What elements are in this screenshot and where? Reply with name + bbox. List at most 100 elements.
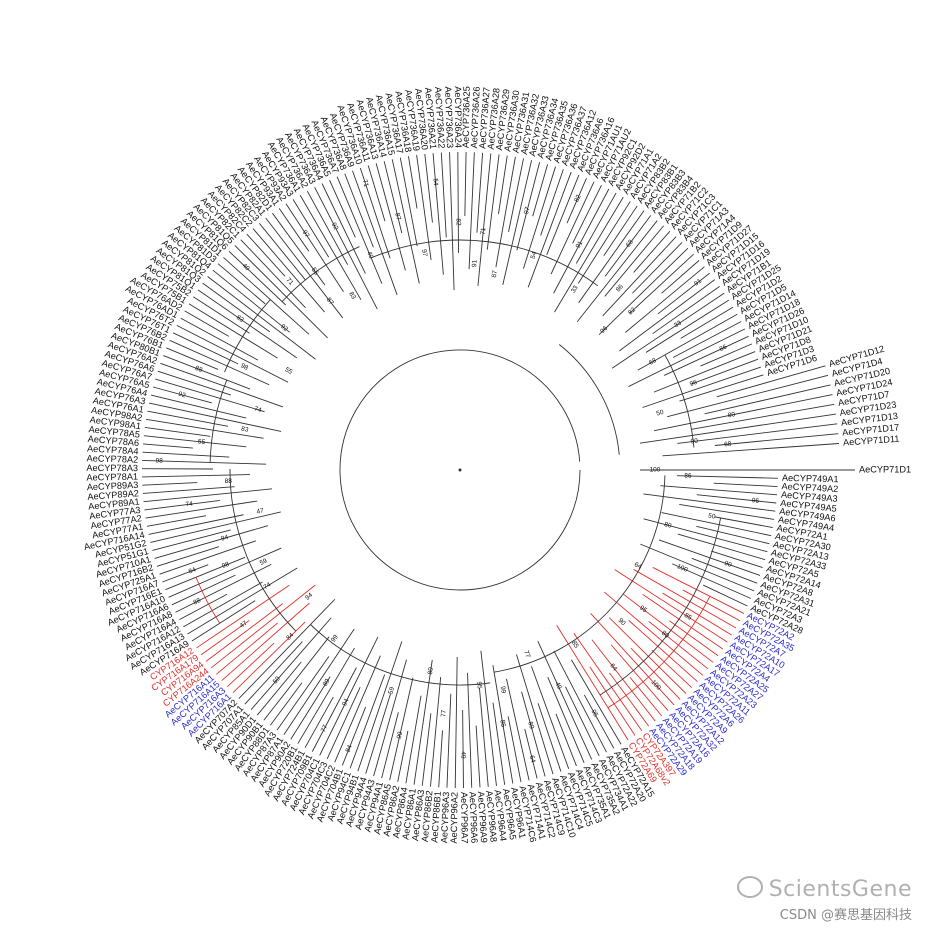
branch-aecyp75b1: [188, 303, 278, 359]
branch-aecyp71d25: [645, 299, 730, 353]
branch-aecyp86b1: [438, 730, 443, 788]
bootstrap-value: 82: [627, 306, 637, 316]
branch-aecyp71d24: [653, 394, 833, 432]
branch-aecyp714c5: [531, 666, 570, 769]
clade-arc: [664, 354, 695, 448]
branch-aecyp96a1: [492, 665, 514, 784]
bootstrap-value: 90: [690, 438, 698, 446]
bootstrap-value: 74: [185, 501, 193, 509]
branch-aecyp90b1: [263, 636, 330, 721]
bootstrap-value: 88: [224, 478, 232, 485]
branch-aecyp89a2: [142, 486, 235, 494]
branch-aecyp86a4: [405, 695, 422, 784]
clade-arc: [558, 344, 620, 455]
branch-aecyp72a5: [677, 533, 766, 561]
branch-aecyp736a17: [399, 157, 418, 247]
branch-aecyp736a10: [359, 167, 391, 259]
branch-aecyp71d5: [637, 313, 738, 371]
clade-arc: [339, 349, 581, 591]
branch-aecyp78a1: [142, 474, 251, 478]
bootstrap-value: 54: [530, 250, 539, 259]
bootstrap-value: 91: [471, 259, 479, 267]
branch-aecyp96a8: [479, 688, 489, 787]
bootstrap-value: 92: [279, 323, 289, 333]
branch-aecyp72a28: [702, 584, 748, 607]
bootstrap-value: 77: [440, 709, 447, 717]
branch-aecyp51g2: [150, 511, 281, 543]
bootstrap-value: 84: [188, 566, 198, 575]
branch-aecyp85a1: [250, 617, 332, 711]
bootstrap-value: 95: [638, 604, 648, 614]
branch-aecyp716a15: [221, 602, 310, 681]
branch-aecyp704c2: [334, 655, 381, 763]
branch-aecyp736a15: [391, 159, 420, 284]
branch-aecyp72a10: [662, 592, 733, 636]
branch-aecyp736a3: [314, 186, 378, 310]
branch-aecyp72a22: [553, 650, 607, 753]
watermark-subtitle: CSDN @赛思基因科技: [779, 908, 912, 923]
bootstrap-value: 40: [241, 262, 251, 272]
branch-aecyp716a8: [175, 564, 272, 613]
branch-aecyp714c2: [524, 728, 538, 779]
branch-aecyp71d4: [667, 374, 829, 418]
branch-aecyp71c1: [632, 242, 683, 294]
branch-aecyp716a14: [148, 514, 244, 535]
branch-aecyp716a9: [191, 600, 256, 642]
branch-aecyp72a17: [614, 569, 728, 643]
bootstrap-value: 47: [239, 620, 249, 630]
bootstrap-value: 97: [301, 229, 311, 239]
branch-aecyp736a31: [495, 156, 516, 268]
bootstrap-value: 49: [459, 751, 466, 759]
bootstrap-value: 96: [751, 497, 759, 505]
branch-aecyp83b3: [604, 215, 652, 277]
leaf-label: AeCYP749A2: [781, 481, 838, 494]
branch-aecyp72a12: [630, 647, 681, 700]
bootstrap-value: 82: [573, 193, 582, 203]
clade-arc: [607, 596, 711, 709]
branch-aecyp96a3: [446, 693, 452, 788]
branch-aecyp714a1: [506, 678, 530, 781]
branch-aecyp704b1: [341, 706, 367, 766]
branch-aecyp724b1: [304, 696, 334, 748]
bootstrap-value: 90: [723, 560, 733, 569]
leaf-label: AeCYP736A22: [433, 87, 447, 149]
bootstrap-value: 33: [570, 284, 580, 294]
branch-aecyp71d14: [672, 321, 742, 358]
leaf-label: AeCYP71D11: [843, 434, 900, 448]
branch-aecyp81d1: [223, 257, 310, 335]
bootstrap-value: 96: [689, 379, 699, 388]
branch-aecyp736a21: [432, 153, 444, 275]
branch-aecyp736a5: [329, 179, 356, 238]
bootstrap-value: 85: [570, 640, 580, 650]
branch-aecyp82c3: [259, 223, 306, 281]
branch-aecyp94a1: [381, 712, 399, 779]
bootstrap-value: 55: [284, 366, 294, 376]
branch-aecyp716a12: [183, 581, 263, 628]
branch-aecyp71d23: [639, 413, 836, 444]
branch-aecyp725a1: [159, 540, 257, 575]
bootstrap-value: 74: [253, 405, 262, 414]
bootstrap-value: 100: [676, 563, 689, 574]
bootstrap-values: 100 99 98 97 96 95 94 92 91 90 89 88 87 86 85 84 83 82 80 7…: [155, 178, 759, 764]
branch-aecyp736a7: [336, 176, 383, 284]
branch-aecyp71d27: [625, 266, 705, 333]
branch-aecyp80b1: [163, 355, 251, 390]
branch-aecyp72a14: [711, 550, 763, 569]
branch-aecyp72a29: [609, 672, 649, 727]
branch-aecyp83b1: [578, 210, 645, 304]
leaf-label: AeCYP96A3: [439, 792, 451, 844]
leaf-label: AeCYP89A3: [87, 480, 139, 492]
branch-aecyp98a1: [144, 427, 211, 437]
branch-aecyp76t1: [172, 332, 239, 365]
branch-aecyp94a3: [373, 659, 407, 777]
branch-aecyp720b1: [297, 647, 355, 744]
branch-aecyp87a3: [276, 656, 330, 731]
branch-aecyp71d6: [679, 374, 764, 402]
branch-aecyp76a7: [155, 378, 265, 413]
branch-aecyp76a5: [152, 386, 213, 404]
bootstrap-value: 86: [615, 283, 625, 293]
leaf-label: AeCYP736A24: [453, 86, 463, 148]
bootstrap-value: 97: [523, 206, 532, 215]
bootstrap-value: 83: [241, 426, 250, 434]
branch-aecyp736a14: [383, 161, 403, 234]
